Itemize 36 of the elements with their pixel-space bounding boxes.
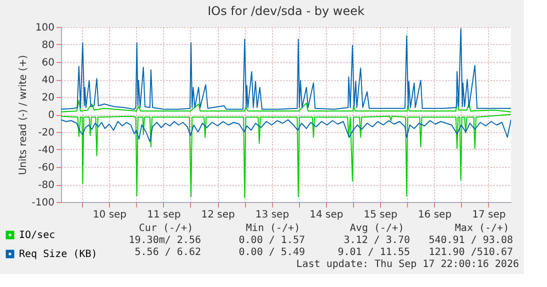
legend-label: Req Size (KB) bbox=[19, 249, 98, 260]
y-tick-label: 40 bbox=[42, 75, 54, 86]
text: 3.12 / 3.70 bbox=[344, 235, 410, 246]
y-tick-label: 100 bbox=[35, 22, 54, 34]
text: Last update: Thu Sep 17 22:00:16 2026 bbox=[296, 259, 519, 270]
y-tick-label: -100 bbox=[32, 198, 54, 208]
x-tick-label: 15 sep bbox=[364, 210, 398, 220]
y-tick-label: 80 bbox=[42, 40, 54, 51]
text: 121.90 /510.67 bbox=[428, 247, 513, 258]
text: 19.30m/ 2.56 bbox=[128, 235, 201, 246]
y-tick-label: -60 bbox=[38, 162, 54, 174]
text: Avg (-/+) bbox=[350, 223, 404, 234]
text: Max (-/+) bbox=[454, 223, 510, 234]
y-tick-label: 20 bbox=[42, 92, 54, 104]
y-tick-label: 60 bbox=[42, 58, 54, 68]
x-tick-label: 16 sep bbox=[418, 210, 452, 220]
y-tick-label: -20 bbox=[38, 128, 54, 138]
chart-title: IOs for /dev/sda - by week bbox=[208, 4, 364, 18]
x-tick-label: 10 sep bbox=[92, 210, 127, 220]
text: 9.01 / 11.55 bbox=[338, 247, 410, 258]
x-tick-label: 14 sep bbox=[310, 210, 344, 220]
x-tick-label: 13 sep bbox=[255, 210, 290, 220]
y-axis-title: Units read (-) / write (+) bbox=[18, 54, 29, 176]
text: Cur (-/+) bbox=[138, 223, 194, 234]
x-tick-label: 12 sep bbox=[201, 210, 235, 220]
legend-label: IO/sec bbox=[19, 230, 56, 241]
x-tick-label: 11 sep bbox=[147, 210, 181, 220]
y-tick-label: -40 bbox=[38, 145, 54, 156]
text: 0.00 / 1.57 bbox=[238, 235, 305, 246]
text: Min (-/+) bbox=[246, 223, 300, 234]
y-tick-label: -80 bbox=[38, 180, 54, 191]
text: 540.91 / 93.08 bbox=[428, 235, 513, 246]
x-tick-label: 17 sep bbox=[472, 210, 506, 220]
y-tick-label: 0 bbox=[48, 110, 54, 121]
text: 0.00 / 5.49 bbox=[238, 247, 305, 258]
text: 5.56 / 6.62 bbox=[134, 247, 201, 258]
